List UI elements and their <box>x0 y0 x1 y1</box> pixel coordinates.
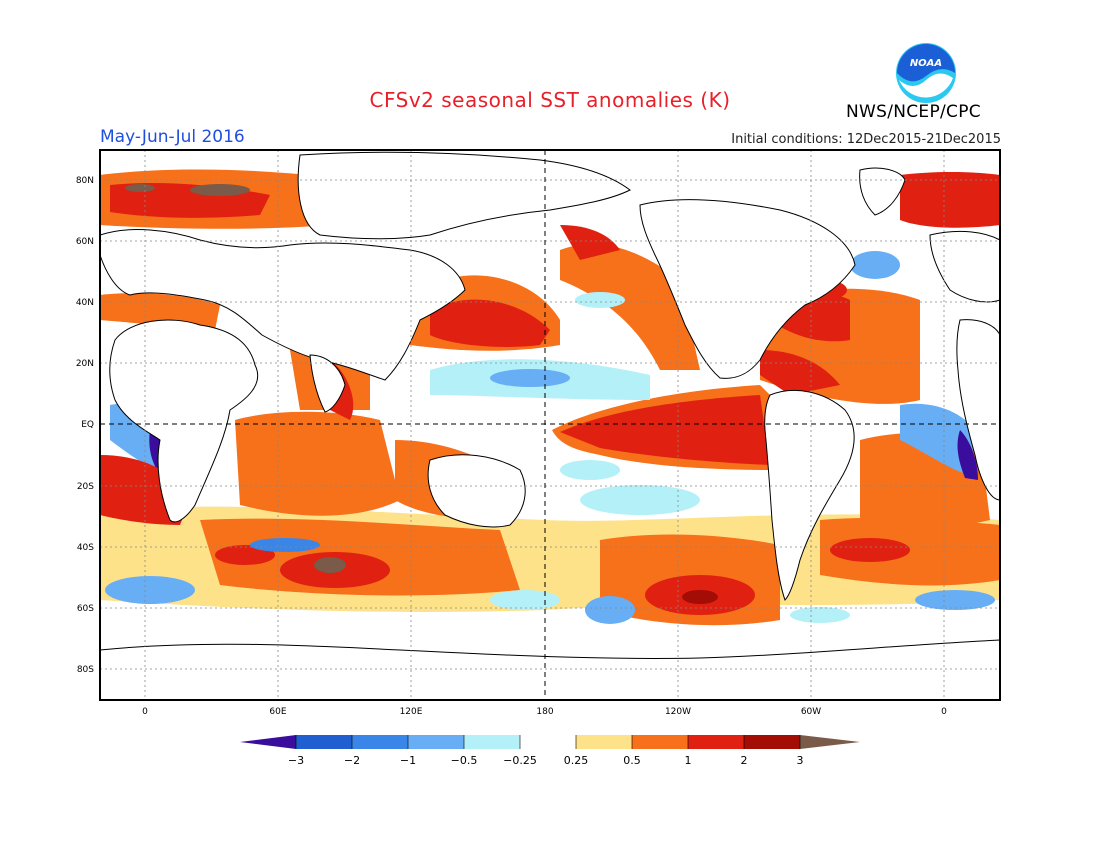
longitude-axis: 0 60E 120E 180 120W 60W 0 <box>142 707 947 717</box>
lat-label: 40S <box>77 543 94 553</box>
colorbar-label: 0.25 <box>564 754 589 767</box>
colorbar-bin <box>520 735 576 749</box>
map-frame <box>99 149 1001 701</box>
colorbar-bin <box>744 735 800 749</box>
lat-label: 80N <box>76 176 94 186</box>
latitude-axis: 80N 60N 40N 20N EQ 20S 40S 60S 80S <box>76 176 94 675</box>
map-title: CFSv2 seasonal SST anomalies (K) <box>369 88 731 112</box>
colorbar-label: 0.5 <box>623 754 641 767</box>
anomaly-field <box>100 150 1000 700</box>
colorbar-bin <box>576 735 632 749</box>
lon-label: 0 <box>941 707 947 717</box>
colorbar-bin <box>352 735 408 749</box>
lat-label: 60N <box>76 237 94 247</box>
graticule <box>100 150 1000 700</box>
colorbar-arrow-high <box>800 735 860 749</box>
colorbar-label: −0.5 <box>451 754 478 767</box>
lat-label: 40N <box>76 298 94 308</box>
svg-text:NOAA: NOAA <box>910 58 942 69</box>
lon-label: 60E <box>269 707 286 717</box>
colorbar-label: −0.25 <box>503 754 537 767</box>
lat-label: 20N <box>76 359 94 369</box>
colorbar-bin <box>296 735 352 749</box>
continents <box>100 151 1000 700</box>
colorbar-arrow-low <box>240 735 296 749</box>
colorbar-bin <box>688 735 744 749</box>
lon-label: 60W <box>801 707 821 717</box>
initial-conditions: Initial conditions: 12Dec2015-21Dec2015 <box>731 132 1001 147</box>
lat-label: EQ <box>81 420 94 430</box>
lon-label: 120W <box>665 707 691 717</box>
colorbar-label: 2 <box>741 754 748 767</box>
colorbar-label: −1 <box>400 754 416 767</box>
colorbar-label: 3 <box>797 754 804 767</box>
colorbar-bin <box>408 735 464 749</box>
colorbar-label: 1 <box>685 754 692 767</box>
colorbar-bin <box>632 735 688 749</box>
noaa-logo-icon: NOAA <box>896 43 956 103</box>
lat-label: 60S <box>77 604 94 614</box>
colorbar-label: −2 <box>344 754 360 767</box>
lat-label: 20S <box>77 482 94 492</box>
lon-label: 120E <box>400 707 423 717</box>
colorbar: −3 −2 −1 −0.5 −0.25 0.25 0.5 1 2 3 <box>240 735 860 767</box>
colorbar-bin <box>464 735 520 749</box>
colorbar-label: −3 <box>288 754 304 767</box>
forecast-period: May-Jun-Jul 2016 <box>100 127 245 147</box>
agency-label: NWS/NCEP/CPC <box>846 102 981 122</box>
lon-label: 0 <box>142 707 148 717</box>
lat-label: 80S <box>77 665 94 675</box>
lon-label: 180 <box>536 707 553 717</box>
